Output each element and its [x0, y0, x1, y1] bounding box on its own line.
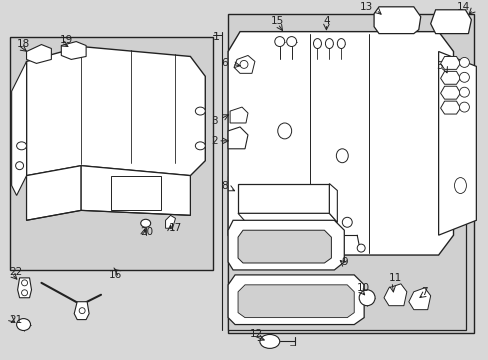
- Ellipse shape: [195, 107, 205, 115]
- Polygon shape: [238, 213, 337, 222]
- Polygon shape: [438, 51, 475, 235]
- Polygon shape: [440, 101, 460, 114]
- Ellipse shape: [336, 149, 347, 163]
- Polygon shape: [165, 215, 175, 228]
- Polygon shape: [227, 127, 247, 149]
- Polygon shape: [238, 285, 353, 318]
- Polygon shape: [26, 166, 81, 220]
- Ellipse shape: [259, 334, 279, 348]
- Text: 14: 14: [456, 2, 469, 12]
- Ellipse shape: [21, 290, 27, 296]
- Bar: [10, 37, 213, 270]
- Ellipse shape: [274, 37, 284, 46]
- Polygon shape: [430, 10, 470, 33]
- Ellipse shape: [337, 39, 345, 49]
- Polygon shape: [227, 220, 344, 270]
- Bar: [227, 14, 473, 333]
- Ellipse shape: [17, 142, 26, 150]
- Ellipse shape: [342, 217, 351, 227]
- Polygon shape: [440, 86, 460, 99]
- Ellipse shape: [356, 244, 365, 252]
- Polygon shape: [238, 230, 331, 263]
- Text: 2: 2: [211, 136, 218, 146]
- Text: 12: 12: [249, 329, 263, 339]
- Polygon shape: [227, 32, 452, 255]
- Text: 20: 20: [141, 227, 154, 237]
- Polygon shape: [18, 278, 31, 298]
- Polygon shape: [12, 62, 26, 195]
- Polygon shape: [74, 302, 89, 320]
- Ellipse shape: [16, 162, 23, 170]
- Polygon shape: [111, 176, 160, 210]
- Ellipse shape: [459, 58, 468, 67]
- Polygon shape: [329, 184, 337, 222]
- Text: 4: 4: [323, 16, 329, 26]
- Text: 16: 16: [109, 270, 122, 280]
- Polygon shape: [26, 45, 51, 63]
- Ellipse shape: [459, 102, 468, 112]
- Polygon shape: [26, 46, 205, 176]
- Ellipse shape: [195, 142, 205, 150]
- Text: 6: 6: [221, 58, 227, 68]
- Text: 22: 22: [10, 267, 23, 277]
- Bar: [227, 176, 466, 329]
- Polygon shape: [227, 275, 364, 325]
- Ellipse shape: [141, 219, 150, 227]
- Polygon shape: [230, 107, 247, 123]
- Polygon shape: [440, 71, 460, 84]
- Polygon shape: [81, 166, 190, 215]
- Text: 1: 1: [213, 32, 220, 42]
- Text: 21: 21: [10, 315, 23, 325]
- Ellipse shape: [459, 87, 468, 97]
- Ellipse shape: [313, 39, 321, 49]
- Text: 17: 17: [168, 223, 182, 233]
- Polygon shape: [373, 7, 420, 33]
- Ellipse shape: [286, 37, 296, 46]
- Polygon shape: [383, 284, 406, 306]
- Ellipse shape: [240, 60, 247, 68]
- Polygon shape: [440, 57, 460, 69]
- Polygon shape: [238, 184, 329, 213]
- Text: 18: 18: [17, 39, 30, 49]
- Text: 13: 13: [359, 2, 372, 12]
- Polygon shape: [61, 41, 86, 59]
- Ellipse shape: [21, 280, 27, 286]
- Text: 15: 15: [270, 16, 284, 26]
- Text: 19: 19: [59, 35, 72, 45]
- Ellipse shape: [359, 290, 374, 306]
- Ellipse shape: [277, 123, 291, 139]
- Text: 5: 5: [435, 62, 442, 71]
- Text: 11: 11: [388, 273, 402, 283]
- Text: 7: 7: [420, 287, 427, 297]
- Text: 3: 3: [211, 116, 218, 126]
- Ellipse shape: [453, 177, 466, 193]
- Polygon shape: [234, 55, 254, 73]
- Text: 9: 9: [341, 257, 347, 267]
- Ellipse shape: [79, 308, 85, 314]
- Text: 8: 8: [221, 180, 227, 190]
- Ellipse shape: [325, 39, 333, 49]
- Ellipse shape: [459, 72, 468, 82]
- Polygon shape: [408, 288, 430, 310]
- Ellipse shape: [17, 319, 30, 330]
- Text: 10: 10: [356, 283, 369, 293]
